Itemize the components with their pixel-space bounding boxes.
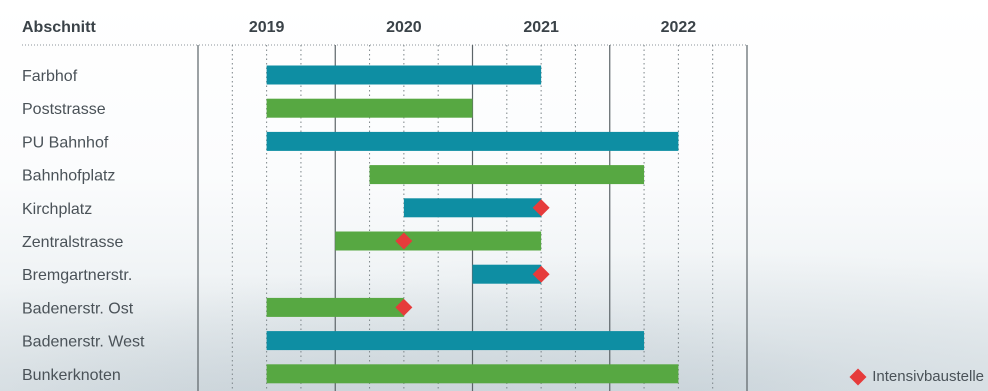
gantt-bar	[266, 131, 679, 151]
row-label: Badenerstr. West	[22, 334, 145, 351]
intensivbaustelle-marker	[532, 265, 550, 283]
year-header-2020: 2020	[386, 19, 422, 36]
gantt-bar	[369, 165, 645, 185]
gantt-bar	[266, 331, 645, 351]
gantt-bar	[403, 198, 542, 218]
row-label: Bunkerknoten	[22, 367, 121, 384]
gantt-bar	[472, 264, 542, 284]
row-label: Bahnhofplatz	[22, 168, 115, 185]
row-label: PU Bahnhof	[22, 134, 109, 151]
intensivbaustelle-marker	[532, 199, 550, 217]
gantt-bar	[266, 364, 679, 384]
year-header-2022: 2022	[661, 19, 697, 36]
intensivbaustelle-marker	[395, 232, 413, 250]
row-label: Kirchplatz	[22, 201, 92, 218]
intensivbaustelle-marker	[395, 298, 413, 316]
label-column-header: Abschnitt	[22, 19, 96, 36]
row-label: Zentralstrasse	[22, 234, 123, 251]
gantt-bar	[335, 231, 542, 251]
gantt-bar	[266, 98, 473, 118]
chart-legend: Intensivbaustelle	[849, 368, 984, 385]
row-label: Farbhof	[22, 68, 78, 85]
gantt-bar	[266, 297, 404, 317]
year-header-2019: 2019	[249, 19, 285, 36]
row-label: Poststrasse	[22, 101, 106, 118]
row-label: Bremgartnerstr.	[22, 267, 132, 284]
diamond-icon	[849, 368, 867, 385]
legend-label-intensivbaustelle: Intensivbaustelle	[872, 368, 984, 385]
year-header-2021: 2021	[523, 19, 559, 36]
row-label: Badenerstr. Ost	[22, 300, 134, 317]
gantt-bar	[266, 65, 542, 85]
